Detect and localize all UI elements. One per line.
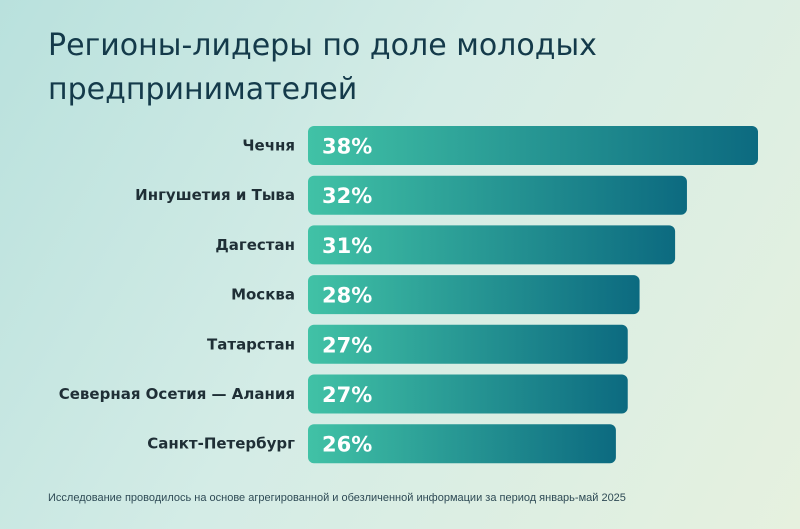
chart-title: Регионы-лидеры по доле молодых предприни… [48, 28, 597, 107]
bar [308, 275, 640, 315]
category-label: Ингушетия и Тыва [135, 186, 295, 204]
bar [308, 424, 616, 464]
bar-row: Ингушетия и Тыва 32% [135, 175, 687, 215]
category-label: Санкт-Петербург [147, 435, 295, 453]
value-label: 31% [322, 234, 372, 258]
bars-group: Чечня 38% Ингушетия и Тыва 32% Дагестан 31% Мо… [59, 126, 758, 464]
bar [308, 374, 628, 414]
category-label: Татарстан [207, 335, 295, 353]
bar-row: Москва 28% [231, 275, 640, 315]
bar [308, 175, 687, 215]
category-label: Чечня [242, 137, 295, 155]
value-label: 27% [322, 333, 372, 357]
value-label: 32% [322, 184, 372, 208]
bar [308, 324, 628, 364]
value-label: 38% [322, 135, 372, 159]
bar-row: Дагестан 31% [215, 225, 676, 265]
category-label: Москва [231, 286, 295, 304]
bar-row: Северная Осетия — Алания 27% [59, 374, 628, 414]
footnote: Исследование проводилось на основе агрег… [48, 492, 626, 504]
value-label: 28% [322, 284, 372, 308]
bar-row: Татарстан 27% [207, 324, 628, 364]
bar [308, 225, 676, 265]
category-label: Северная Осетия — Алания [59, 385, 295, 403]
value-label: 27% [322, 383, 372, 407]
bar [308, 126, 758, 165]
bar-row: Санкт-Петербург 26% [147, 424, 616, 464]
value-label: 26% [322, 433, 372, 457]
category-label: Дагестан [215, 236, 295, 254]
bar-row: Чечня 38% [242, 126, 758, 165]
